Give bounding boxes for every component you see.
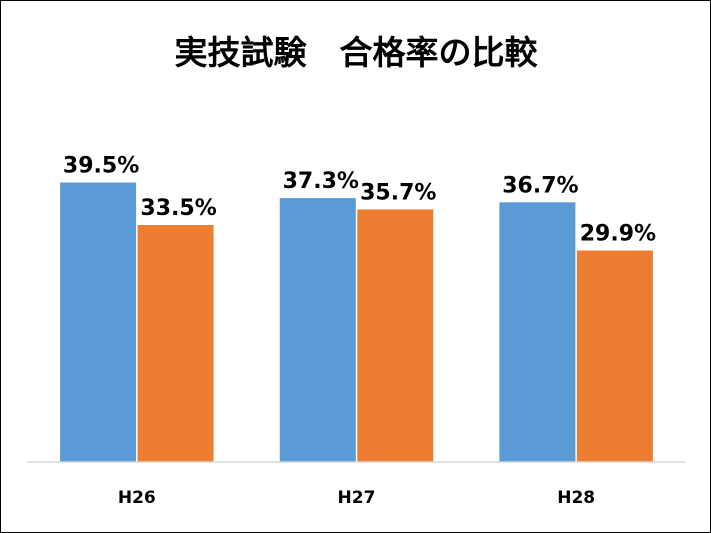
data-label-h26-series-2: 33.5% — [140, 196, 216, 221]
bar-h26-series-2 — [137, 225, 214, 462]
data-label-h27-series-2: 35.7% — [360, 180, 436, 205]
chart-title: 実技試験 合格率の比較 — [175, 33, 539, 72]
data-labels-group: 39.5%33.5% 37.3% 35.7% 36.7%29.9% — [63, 154, 656, 247]
bar-h26-series-1 — [60, 182, 137, 462]
x-tick-label-h26: H26 — [118, 488, 156, 508]
bar-h28-series-1 — [499, 202, 576, 463]
x-tick-label-h28: H28 — [557, 488, 595, 508]
data-label-h27-series-1: 37.3% — [283, 169, 359, 194]
bar-h28-series-2 — [576, 250, 653, 462]
bar-h27-series-1 — [279, 198, 356, 462]
x-tick-labels-group: H26 H27 H28 — [118, 488, 595, 508]
data-label-h28-series-1: 36.7% — [502, 173, 578, 198]
x-tick-label-h27: H27 — [338, 488, 376, 508]
bars-group — [60, 182, 653, 463]
data-label-h26-series-1: 39.5% — [63, 154, 139, 179]
data-label-h28-series-2: 29.9% — [580, 222, 656, 247]
bar-h27-series-2 — [357, 209, 434, 462]
